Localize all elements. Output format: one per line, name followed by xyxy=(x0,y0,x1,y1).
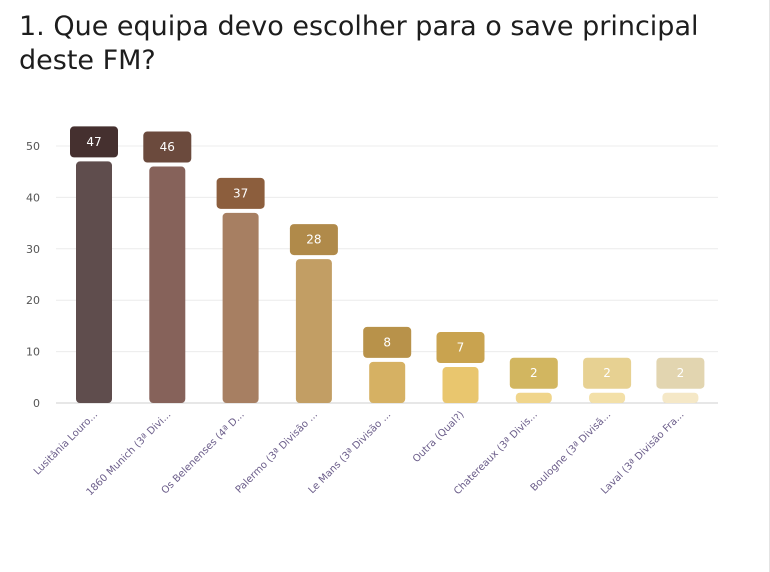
data-label: 47 xyxy=(86,135,101,149)
data-label: 2 xyxy=(603,366,611,380)
data-label-box xyxy=(70,126,118,158)
bar xyxy=(295,259,332,403)
bar xyxy=(442,367,479,403)
bar xyxy=(662,392,699,403)
bar xyxy=(369,361,406,403)
data-label-box xyxy=(289,224,338,256)
data-label: 37 xyxy=(233,186,248,200)
data-label-box xyxy=(436,332,485,364)
y-tick-label: 0 xyxy=(33,397,40,410)
bar xyxy=(76,161,112,403)
data-label: 28 xyxy=(306,233,321,247)
x-tick-label: Os Belenenses (4ª D... xyxy=(160,409,247,496)
x-tick-label: Palermo (3ª Divisão ... xyxy=(234,409,320,495)
x-tick-label: Lusitânia Louro... xyxy=(31,409,100,478)
data-label-box xyxy=(143,131,192,163)
x-tick-label: Le Mans (3ª Divisão ... xyxy=(307,409,394,496)
x-tick-label: Outra (Qual?) xyxy=(411,409,467,465)
data-label: 46 xyxy=(160,140,175,154)
data-label-box xyxy=(216,177,265,209)
bar xyxy=(589,392,626,403)
bar xyxy=(222,212,259,403)
data-label: 2 xyxy=(677,366,685,380)
bar xyxy=(149,166,186,403)
bar xyxy=(515,392,552,403)
y-tick-label: 30 xyxy=(26,243,40,256)
x-tick-label: Chatereaux (3ª Divis... xyxy=(452,409,540,497)
y-tick-label: 20 xyxy=(26,294,40,307)
data-label-box xyxy=(509,357,558,389)
data-label-box xyxy=(583,357,632,389)
data-label-box xyxy=(656,357,705,389)
y-tick-label: 50 xyxy=(26,140,40,153)
x-tick-label: 1860 Munich (3ª Divi... xyxy=(85,409,174,498)
x-tick-label: Laval (3ª Divisão Fra... xyxy=(599,409,686,496)
y-tick-label: 40 xyxy=(26,191,40,204)
y-tick-label: 10 xyxy=(26,346,40,359)
data-label: 8 xyxy=(383,335,391,349)
data-label: 2 xyxy=(530,366,538,380)
data-label: 7 xyxy=(457,341,465,355)
data-label-box xyxy=(363,326,412,358)
question-title: 1. Que equipa devo escolher para o save … xyxy=(19,11,699,76)
x-tick-label: Boulogne (3ª Divisã... xyxy=(529,409,613,493)
